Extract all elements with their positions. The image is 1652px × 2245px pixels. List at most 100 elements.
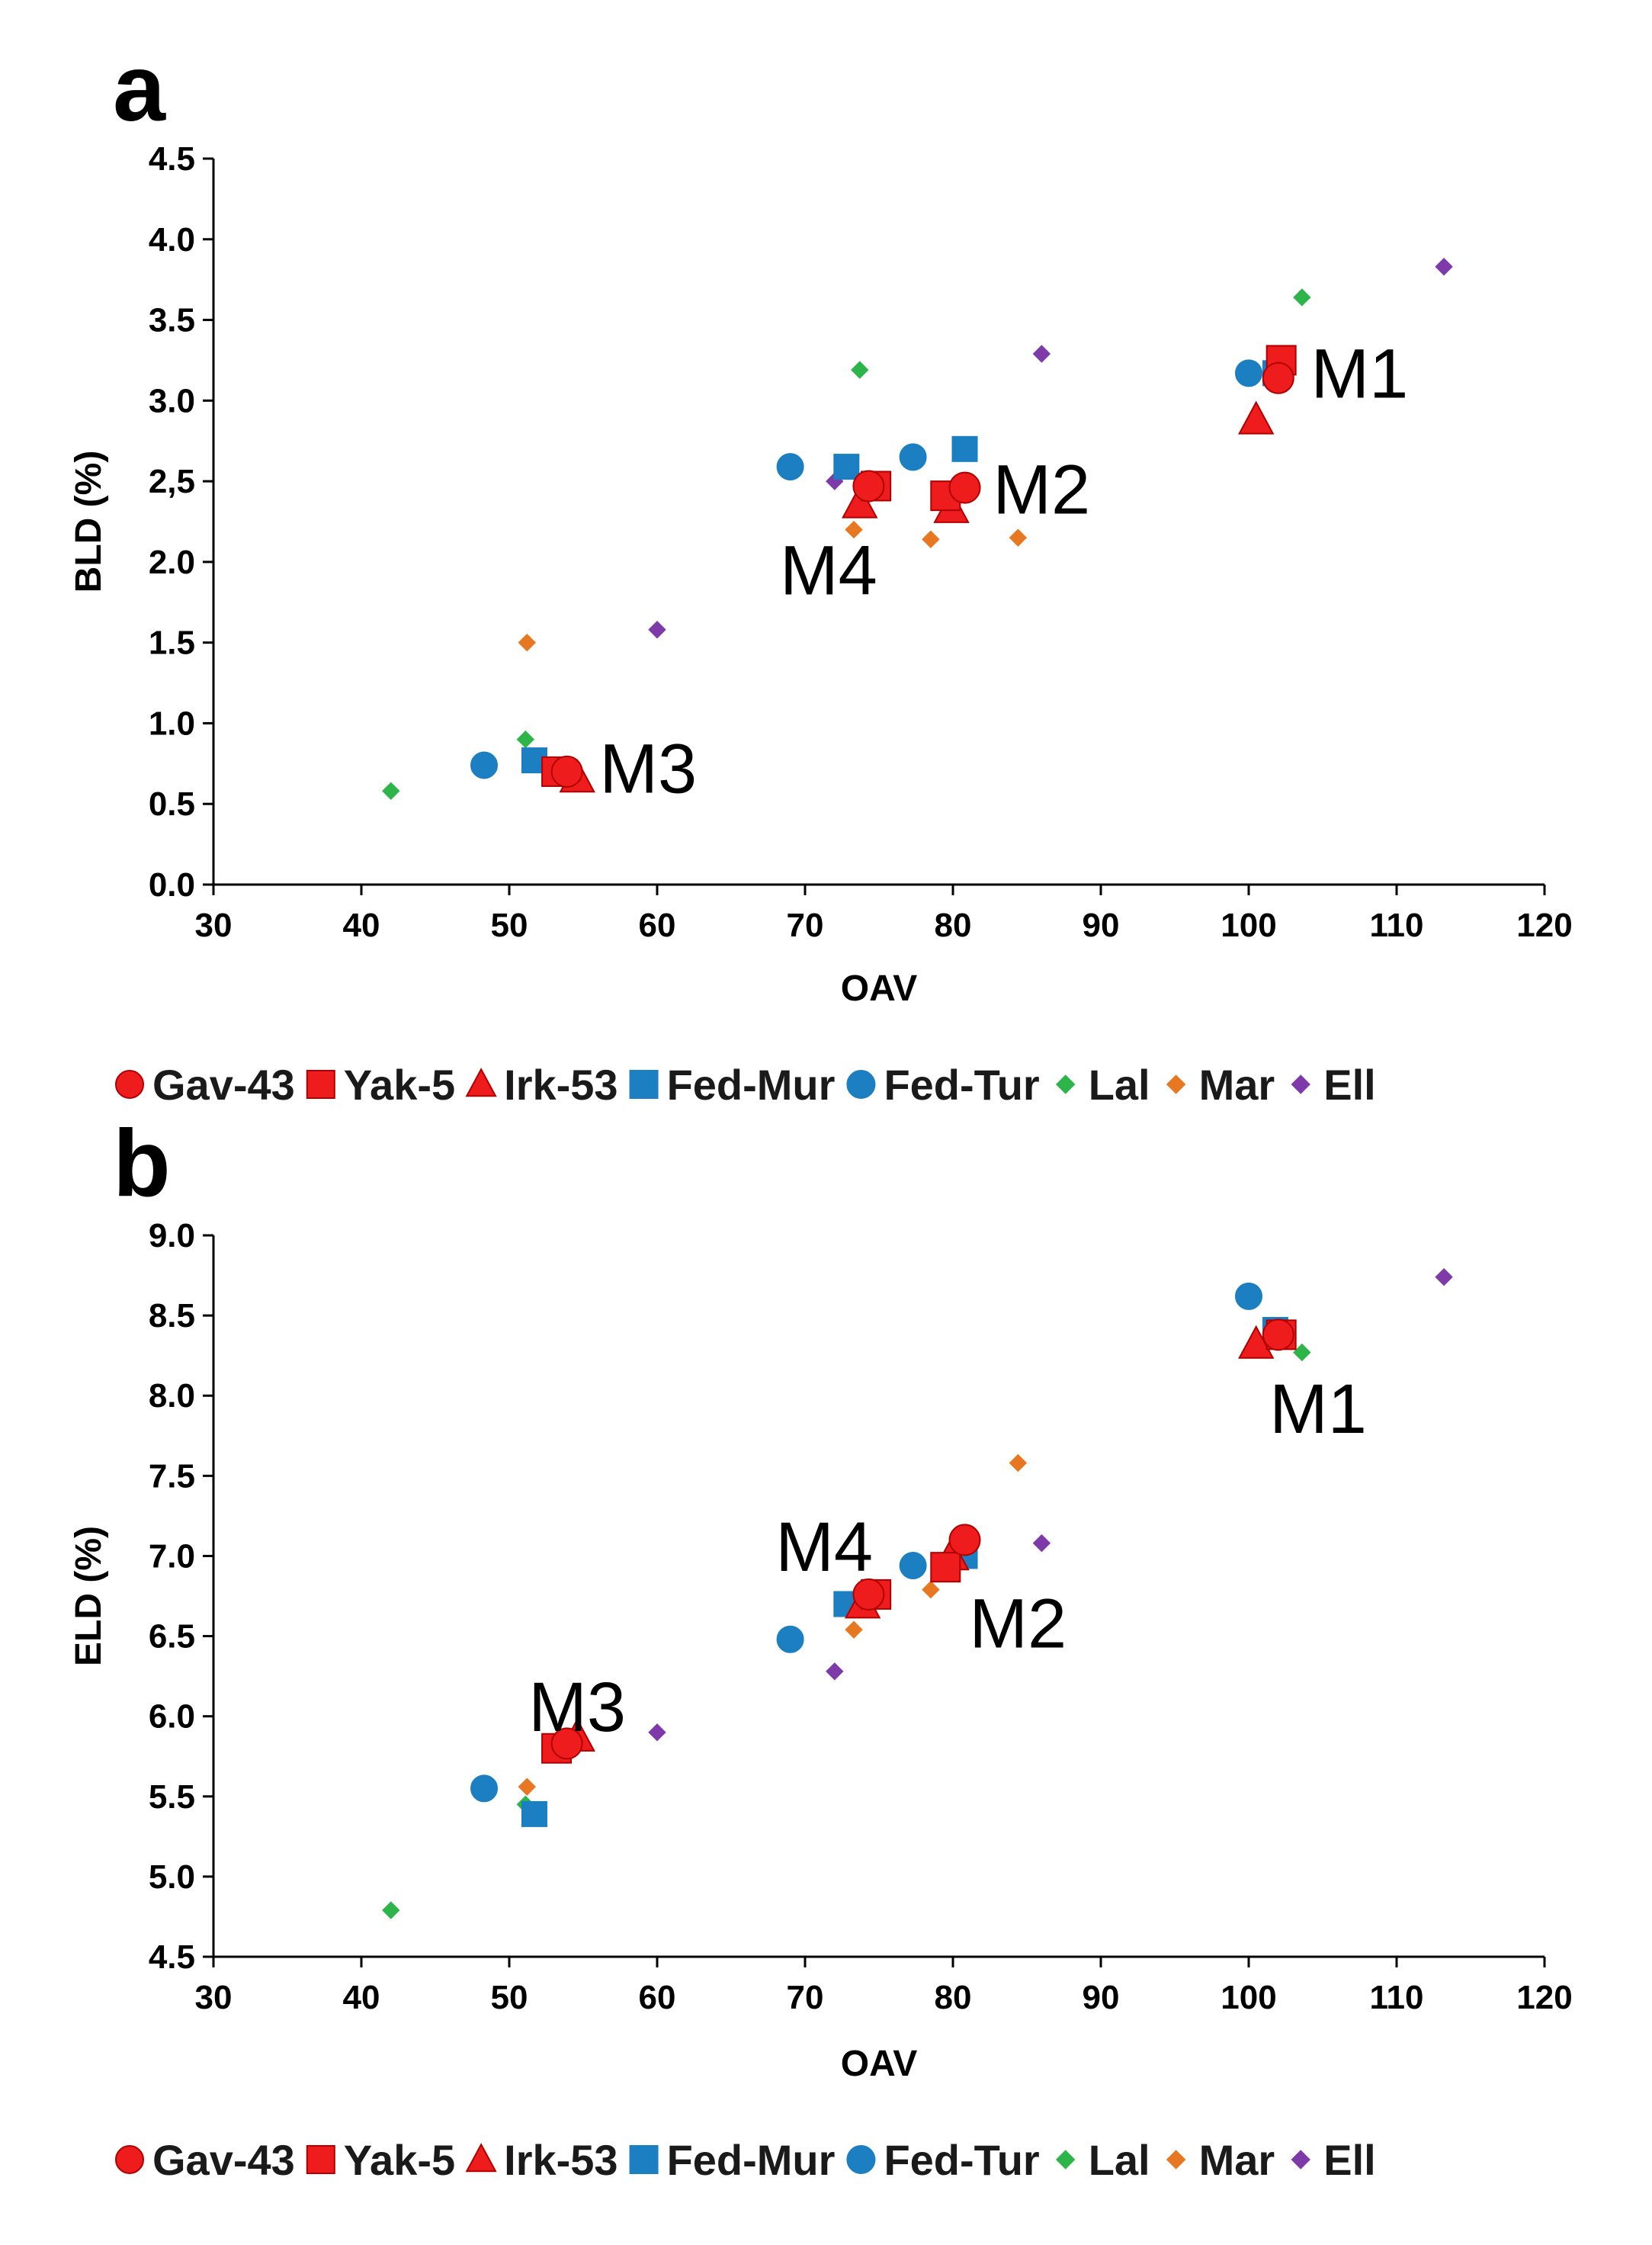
panel-b-x-tick-label: 90 <box>1083 1979 1120 2016</box>
panel-b-legend-item-fed-tur: Fed-Tur <box>846 2136 1040 2184</box>
panel-b-annotation-m2: M2 <box>969 1585 1067 1663</box>
panel-a-point-ell <box>1435 258 1453 276</box>
panel-b-point-ell <box>826 1662 844 1681</box>
panel-a-y-tick-label: 0.0 <box>149 866 195 904</box>
panel-b-point-gav-43 <box>852 1578 885 1611</box>
panel-a-y-tick-label: 1.0 <box>149 705 195 742</box>
panel-a-point-gav-43 <box>550 755 583 788</box>
panel-a-annotation-m3: M3 <box>599 731 697 808</box>
panel-b-point-yak-5 <box>930 1552 961 1583</box>
panel-a-annotation-m1: M1 <box>1310 335 1408 413</box>
panel-b-y-tick-label: 4.5 <box>149 1938 195 1976</box>
panel-b-legend-item-fed-mur: Fed-Mur <box>629 2136 836 2184</box>
panel-a-x-tick-label: 80 <box>935 907 972 944</box>
panel-b-point-ell <box>1032 1534 1051 1553</box>
panel-b-x-tick-label: 60 <box>639 1979 676 2016</box>
panel-a-legend-label: Ell <box>1323 1061 1375 1109</box>
panel-a-x-tick-label: 100 <box>1221 907 1276 944</box>
panel-a-point-mar <box>1009 528 1028 547</box>
panel-a-x-tick-label: 50 <box>491 907 528 944</box>
panel-b-point-fed-mur <box>521 1800 547 1827</box>
panel-a-x-tick-label: 40 <box>343 907 380 944</box>
panel-a-legend-label: Fed-Tur <box>884 1061 1039 1109</box>
panel-a-x-tick-label: 70 <box>787 907 824 944</box>
panel-a-y-tick-label: 3.5 <box>149 302 195 339</box>
panel-b-x-tick-label: 110 <box>1370 1979 1424 2016</box>
panel-a-point-lal <box>516 730 535 749</box>
panel-b-legend-label: Fed-Tur <box>884 2136 1039 2184</box>
panel-a-point-lal <box>1293 288 1311 307</box>
panel-a-legend-marker-lal <box>1055 1074 1076 1094</box>
panel-b-y-tick-label: 8.5 <box>149 1297 195 1334</box>
panel-b-plot-area: M1 M4 M2 M3 30 40 50 60 70 80 90 100 110 120 4.5 5.0 5… <box>149 1217 1573 2016</box>
panel-b-legend-label: Mar <box>1199 2136 1275 2184</box>
panel-b-letter: b <box>113 1111 171 1216</box>
panel-b-legend-label: Fed-Mur <box>667 2136 836 2184</box>
panel-b-x-tick-label: 40 <box>343 1979 380 2016</box>
panel-b-legend-marker-ell <box>1291 2150 1310 2170</box>
panel-a-legend-label: Mar <box>1199 1061 1275 1109</box>
panel-b-y-tick-label: 8.0 <box>149 1377 195 1415</box>
panel-a-legend-marker-yak-5 <box>306 1070 335 1099</box>
panel-a-legend-label: Fed-Mur <box>667 1061 836 1109</box>
panel-a-legend-marker-mar <box>1166 1074 1186 1094</box>
panel-b-point-ell <box>648 1723 666 1742</box>
panel-b-y-tick-label: 9.0 <box>149 1217 195 1254</box>
panel-a-point-fed-tur <box>1235 359 1262 387</box>
panel-a-x-tick-label: 90 <box>1083 907 1120 944</box>
panel-a-legend-item-irk-53: Irk-53 <box>465 1061 618 1109</box>
panel-b-legend-label: Gav-43 <box>152 2136 295 2184</box>
panel-b-annotation-m4: M4 <box>775 1508 873 1586</box>
panel-a-annotation-m4: M4 <box>780 532 877 609</box>
panel-b-legend-item-lal: Lal <box>1055 2136 1150 2184</box>
panel-b-point-mar <box>518 1778 536 1796</box>
panel-a-plot-area: M1 M2 M4 M3 30 40 50 60 70 80 90 100 110 120 0.0 0.5 1… <box>149 140 1573 944</box>
panel-a-point-mar <box>518 633 536 652</box>
panel-b-y-axis-title: ELD (%) <box>69 1526 109 1666</box>
panel-b-legend-label: Lal <box>1089 2136 1150 2184</box>
panel-a-legend-item-mar: Mar <box>1166 1061 1275 1109</box>
panel-b-legend-item-yak-5: Yak-5 <box>306 2136 455 2184</box>
panel-b-y-tick-label: 7.0 <box>149 1537 195 1575</box>
panel-b-legend-label: Yak-5 <box>344 2136 455 2184</box>
panel-a-marks <box>382 258 1453 801</box>
panel-b-legend-item-irk-53: Irk-53 <box>465 2136 618 2184</box>
panel-b-legend-item-mar: Mar <box>1166 2136 1275 2184</box>
panel-a-x-tick-label: 110 <box>1370 907 1424 944</box>
panel-b-point-fed-tur <box>470 1774 499 1803</box>
panel-b-legend-label: Irk-53 <box>504 2136 617 2184</box>
panel-b-point-mar <box>845 1620 863 1639</box>
panel-b-legend: Gav-43 Yak-5 Irk-53 Fed-Mur Fed-Tur Lal Mar Ell <box>115 2136 1376 2184</box>
panel-a-legend-item-gav-43: Gav-43 <box>115 1061 295 1109</box>
panel-a-point-gav-43 <box>852 470 885 503</box>
panel-b: b M1 M4 M2 M3 30 40 50 60 70 80 90 100 110 120 4.5 5.… <box>69 1111 1573 2184</box>
panel-a-y-tick-label: 2,5 <box>149 463 195 500</box>
panel-a-annotation-m2: M2 <box>993 451 1090 529</box>
panel-b-legend-label: Ell <box>1323 2136 1375 2184</box>
panel-b-point-gav-43 <box>550 1727 583 1760</box>
panel-a-x-axis-title: OAV <box>841 968 917 1009</box>
panel-a-legend-marker-fed-tur <box>846 1070 876 1099</box>
panel-a-point-fed-tur <box>899 443 927 471</box>
panel-b-point-gav-43 <box>1262 1318 1294 1351</box>
panel-b-marks <box>382 1267 1453 1919</box>
panel-b-y-tick-label: 6.0 <box>149 1698 195 1736</box>
panel-a-point-lal <box>382 782 400 801</box>
panel-a-legend-marker-irk-53 <box>465 1068 497 1097</box>
panel-b-y-tick-label: 5.0 <box>149 1858 195 1896</box>
panel-a-annotations: M1 M2 M4 M3 <box>599 335 1408 808</box>
panel-b-annotation-m1: M1 <box>1269 1370 1367 1448</box>
panel-b-legend-marker-irk-53 <box>465 2143 497 2173</box>
panel-a-y-axis-title: BLD (%) <box>69 451 109 593</box>
panel-b-legend-marker-fed-tur <box>846 2145 876 2174</box>
panel-b-y-tick-label: 7.5 <box>149 1457 195 1495</box>
panel-b-point-mar <box>922 1580 940 1599</box>
panel-a-legend-item-lal: Lal <box>1055 1061 1150 1109</box>
panel-a-x-tick-label: 60 <box>639 907 676 944</box>
panel-a-point-fed-mur <box>833 454 860 480</box>
panel-b-y-tick-label: 5.5 <box>149 1778 195 1816</box>
panel-a-legend-label: Irk-53 <box>504 1061 617 1109</box>
panel-b-point-fed-tur <box>1235 1282 1262 1310</box>
panel-a-point-irk-53 <box>1237 400 1275 435</box>
